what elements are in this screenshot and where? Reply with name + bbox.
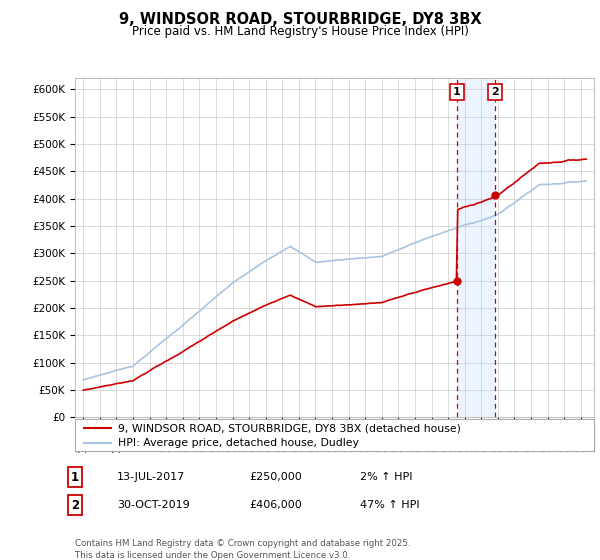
Text: £250,000: £250,000 [249,472,302,482]
Bar [457,78,495,417]
Text: Contains HM Land Registry data © Crown copyright and database right 2025.
This d: Contains HM Land Registry data © Crown c… [75,539,410,559]
Text: 1: 1 [453,87,461,97]
Text: 9, WINDSOR ROAD, STOURBRIDGE, DY8 3BX: 9, WINDSOR ROAD, STOURBRIDGE, DY8 3BX [119,12,481,27]
Text: HPI: Average price, detached house, Dudley: HPI: Average price, detached house, Dudl… [118,438,358,448]
Text: 2: 2 [491,87,499,97]
Text: 2: 2 [71,498,79,512]
Text: 30-OCT-2019: 30-OCT-2019 [117,500,190,510]
Text: 47% ↑ HPI: 47% ↑ HPI [360,500,419,510]
Text: 2% ↑ HPI: 2% ↑ HPI [360,472,413,482]
Text: 13-JUL-2017: 13-JUL-2017 [117,472,185,482]
Text: £406,000: £406,000 [249,500,302,510]
Text: 9, WINDSOR ROAD, STOURBRIDGE, DY8 3BX (detached house): 9, WINDSOR ROAD, STOURBRIDGE, DY8 3BX (d… [118,423,460,433]
Text: 1: 1 [71,470,79,484]
Text: Price paid vs. HM Land Registry's House Price Index (HPI): Price paid vs. HM Land Registry's House … [131,25,469,38]
